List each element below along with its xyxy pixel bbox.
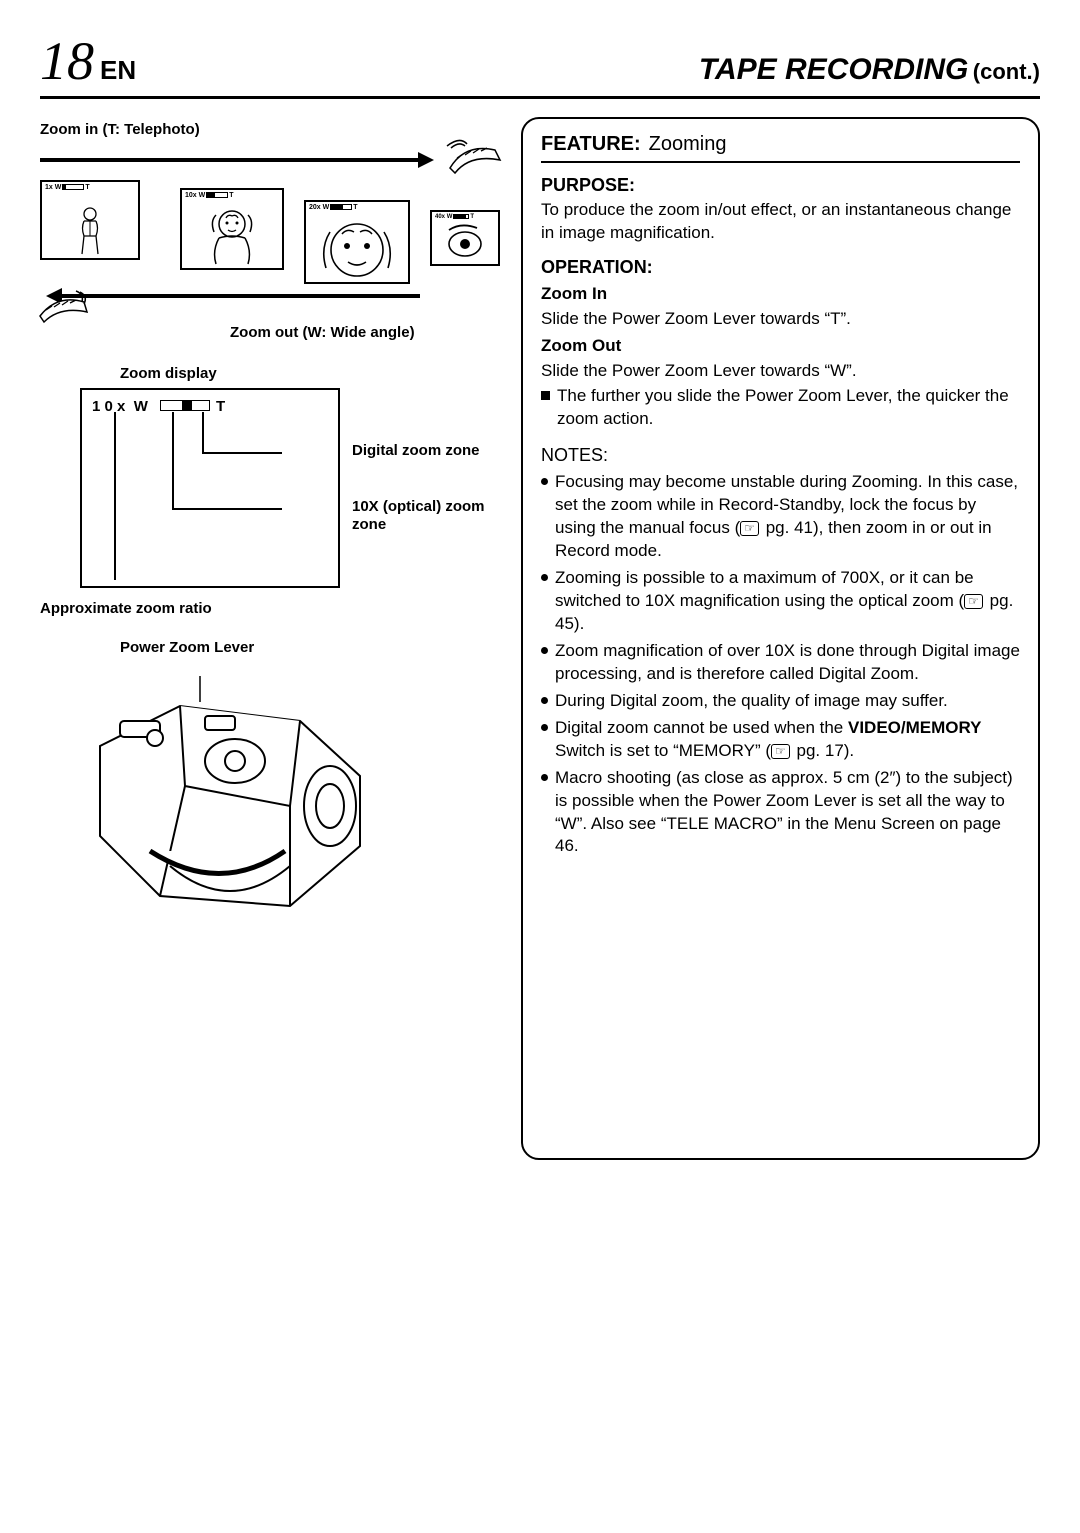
zoom-frame-indicator: 40x W T [435, 214, 474, 220]
page-ref-icon: ☞ [964, 594, 983, 609]
zoom-t: T [229, 192, 233, 199]
section-cont: (cont.) [973, 59, 1040, 84]
zoom-display-w: W [134, 398, 148, 415]
page-lang: EN [100, 55, 136, 86]
zoom-frame-indicator: 20x W T [309, 204, 358, 211]
zoom-t: T [470, 214, 474, 220]
callout-zoom-ratio: Approximate zoom ratio [40, 600, 499, 617]
zoom-display-block: Zoom display 1 0 x W T [40, 365, 499, 617]
content-frame: Zoom in (T: Telephoto) 1x W T [40, 117, 1040, 1160]
zoom-display-t: T [216, 398, 225, 415]
zoom-frame-indicator: 1x W T [45, 184, 90, 191]
callout-optical-zone: 10X (optical) zoom zone [352, 498, 502, 534]
camcorder-illustration [60, 666, 380, 930]
lever-sketch-bottom-icon [32, 288, 92, 328]
zoom-frame-10x: 10x W T [180, 188, 284, 270]
zoom-w: W [323, 204, 330, 211]
feature-name: Zooming [649, 131, 727, 158]
operation-bullets: The further you slide the Power Zoom Lev… [541, 385, 1020, 431]
zoom-in-text: Slide the Power Zoom Lever towards “T”. [541, 308, 1020, 331]
zoom-frame-20x: 20x W T [304, 200, 410, 284]
zoom-mag: 20x [309, 204, 321, 211]
notes-list: Focusing may become unstable during Zoom… [541, 471, 1020, 858]
feature-label: FEATURE: [541, 131, 641, 158]
zoom-out-subheading: Zoom Out [541, 335, 1020, 358]
feature-heading: FEATURE: Zooming [541, 131, 1020, 163]
purpose-text: To produce the zoom in/out effect, or an… [541, 199, 1020, 245]
camcorder-icon [60, 666, 380, 926]
zoom-display-value: 1 0 x W [92, 398, 148, 415]
arrow-zoom-out-icon [60, 294, 420, 298]
zoom-display-bar-icon [160, 400, 210, 411]
purpose-heading: PURPOSE: [541, 173, 1020, 197]
zoom-mag: 10x [185, 192, 197, 199]
callout-line-icon [172, 412, 174, 508]
zoom-out-text: Slide the Power Zoom Lever towards “W”. [541, 360, 1020, 383]
figure-large-icon [312, 214, 402, 280]
left-column: Zoom in (T: Telephoto) 1x W T [40, 117, 499, 1160]
note-item: Focusing may become unstable during Zoom… [541, 471, 1020, 563]
page-ref-icon: ☞ [771, 744, 790, 759]
zoom-display-frame: 1 0 x W T [80, 388, 340, 588]
page-number: 18 [40, 30, 94, 92]
power-zoom-lever-label: Power Zoom Lever [120, 639, 499, 656]
zoom-mag: 40x [435, 214, 445, 220]
figure-eye-icon [437, 222, 493, 262]
zoom-frame-40x: 40x W T [430, 210, 500, 266]
right-column: FEATURE: Zooming PURPOSE: To produce the… [521, 117, 1040, 1160]
notes-heading: NOTES: [541, 443, 1020, 467]
page-number-group: 18 EN [40, 30, 136, 92]
figure-small-icon [75, 206, 105, 256]
section-title: TAPE RECORDING [699, 53, 968, 86]
zoom-in-label: Zoom in (T: Telephoto) [40, 121, 499, 138]
note-item: During Digital zoom, the quality of imag… [541, 690, 1020, 713]
zoom-frame-indicator: 10x W T [185, 192, 234, 199]
zoom-t: T [353, 204, 357, 211]
zoom-t: T [85, 184, 89, 191]
zoom-w: W [199, 192, 206, 199]
page-ref-icon: ☞ [740, 521, 759, 536]
note-item: Digital zoom cannot be used when the VID… [541, 717, 1020, 763]
callout-line-icon [114, 412, 116, 580]
callout-digital-zone: Digital zoom zone [352, 442, 502, 460]
zoom-frame-1x: 1x W T [40, 180, 140, 260]
arrow-zoom-in-icon [40, 158, 420, 162]
section-title-group: TAPE RECORDING (cont.) [699, 53, 1040, 87]
operation-heading: OPERATION: [541, 255, 1020, 279]
video-bold: VIDEO/ [848, 718, 906, 737]
zoom-mag: 1x [45, 184, 53, 191]
zoom-display-heading: Zoom display [120, 365, 499, 382]
callout-line-icon [172, 508, 282, 510]
zoom-in-subheading: Zoom In [541, 283, 1020, 306]
zoom-frames-diagram: 1x W T 10x W T [40, 144, 499, 314]
zoom-out-label: Zoom out (W: Wide angle) [230, 324, 499, 341]
page-header: 18 EN TAPE RECORDING (cont.) [40, 30, 1040, 99]
operation-bullet-item: The further you slide the Power Zoom Lev… [541, 385, 1020, 431]
zoom-w: W [447, 214, 453, 220]
lever-sketch-top-icon [445, 138, 505, 178]
callout-line-icon [202, 412, 204, 452]
zoom-w: W [55, 184, 62, 191]
memory-bold: MEMORY [906, 718, 982, 737]
callout-line-icon [202, 452, 282, 454]
note-item: Macro shooting (as close as approx. 5 cm… [541, 767, 1020, 859]
zoom-display-mag: 1 0 x [92, 398, 125, 415]
figure-medium-icon [202, 206, 262, 266]
note-item: Zooming is possible to a maximum of 700X… [541, 567, 1020, 636]
note-item: Zoom magnification of over 10X is done t… [541, 640, 1020, 686]
